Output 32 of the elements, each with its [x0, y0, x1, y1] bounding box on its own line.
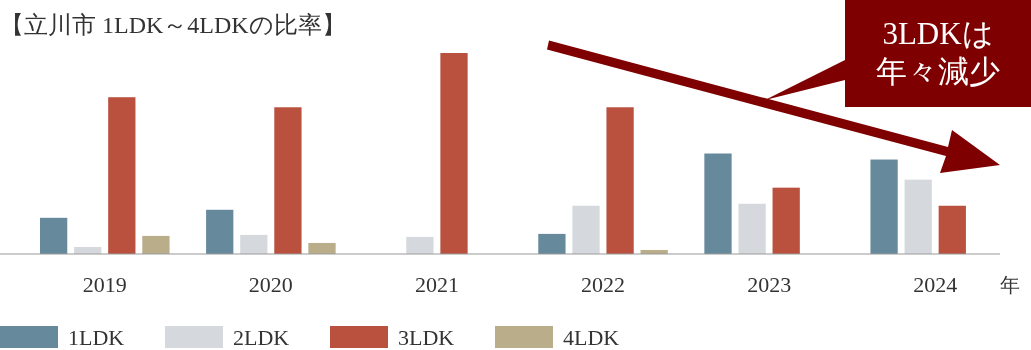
x-tick-label: 2022	[581, 272, 626, 297]
bar	[738, 203, 766, 254]
bar	[308, 242, 336, 254]
chart-title: 【立川市 1LDK～4LDKの比率】	[0, 12, 346, 38]
bar	[40, 217, 68, 254]
x-axis-title: 年	[1000, 274, 1020, 296]
bar	[406, 236, 434, 254]
bar	[538, 233, 566, 254]
bar	[142, 235, 170, 254]
bar	[904, 179, 932, 254]
legend-label: 1LDK	[68, 325, 125, 350]
text: 3LDKは	[882, 16, 994, 51]
legend-label: 4LDK	[563, 325, 620, 350]
bar	[938, 205, 966, 254]
x-tick-label: 2023	[747, 272, 792, 297]
bar	[274, 107, 302, 254]
bar	[206, 209, 234, 254]
legend-label: 2LDK	[233, 325, 290, 350]
bar	[772, 187, 800, 254]
x-tick-label: 2020	[248, 272, 293, 297]
x-tick-label: 2019	[82, 272, 127, 297]
bar	[108, 97, 136, 254]
bar	[572, 205, 600, 254]
x-tick-label: 2021	[414, 272, 459, 297]
bar	[606, 107, 634, 254]
bar	[870, 159, 898, 254]
bar	[240, 234, 268, 254]
bar	[704, 153, 732, 254]
x-tick-label: 2024	[913, 272, 958, 297]
annotation: 年々減少	[876, 54, 1000, 89]
bar	[440, 53, 468, 254]
legend-label: 3LDK	[398, 325, 455, 350]
